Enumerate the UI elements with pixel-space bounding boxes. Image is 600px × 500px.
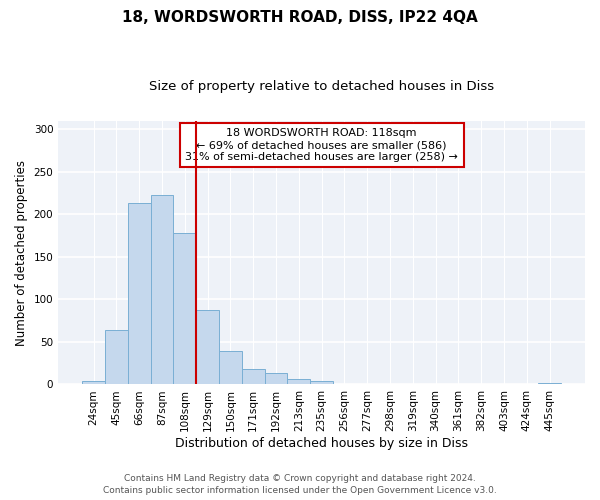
Bar xyxy=(538,383,561,384)
Text: Contains HM Land Registry data © Crown copyright and database right 2024.
Contai: Contains HM Land Registry data © Crown c… xyxy=(103,474,497,495)
Y-axis label: Number of detached properties: Number of detached properties xyxy=(15,160,28,346)
Bar xyxy=(105,330,128,384)
Title: Size of property relative to detached houses in Diss: Size of property relative to detached ho… xyxy=(149,80,494,93)
Text: 18, WORDSWORTH ROAD, DISS, IP22 4QA: 18, WORDSWORTH ROAD, DISS, IP22 4QA xyxy=(122,10,478,25)
Bar xyxy=(219,352,242,384)
Bar xyxy=(265,372,287,384)
X-axis label: Distribution of detached houses by size in Diss: Distribution of detached houses by size … xyxy=(175,437,468,450)
Bar xyxy=(128,203,151,384)
Bar xyxy=(310,381,333,384)
Bar xyxy=(196,310,219,384)
Text: 18 WORDSWORTH ROAD: 118sqm
← 69% of detached houses are smaller (586)
31% of sem: 18 WORDSWORTH ROAD: 118sqm ← 69% of deta… xyxy=(185,128,458,162)
Bar xyxy=(173,233,196,384)
Bar xyxy=(151,196,173,384)
Bar xyxy=(287,380,310,384)
Bar xyxy=(242,369,265,384)
Bar xyxy=(82,381,105,384)
